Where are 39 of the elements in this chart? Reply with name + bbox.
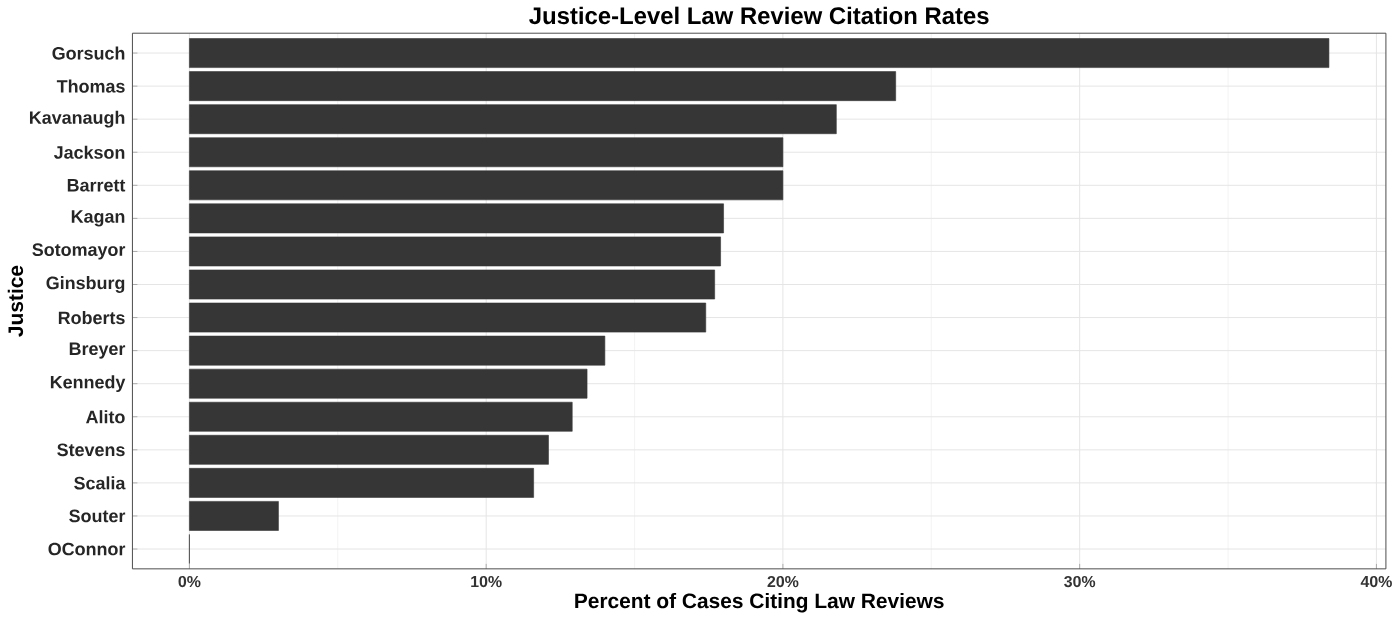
bar xyxy=(189,203,724,234)
y-tick-label: Scalia xyxy=(74,476,126,490)
y-tick-label: Kennedy xyxy=(50,375,126,392)
bar xyxy=(189,501,279,531)
y-tick-label: Breyer xyxy=(69,342,126,359)
y-tick-label: Gorsuch xyxy=(52,46,125,60)
y-tick-label: Ginsburg xyxy=(46,276,125,293)
bar xyxy=(189,368,588,399)
y-tick-label: Stevens xyxy=(57,443,125,457)
y-tick-label: Sotomayor xyxy=(32,243,126,260)
y-tick-label: Alito xyxy=(86,410,125,424)
y-axis-title: Justice xyxy=(7,265,24,337)
bar xyxy=(189,302,707,333)
x-tick-label: 30% xyxy=(1064,575,1096,588)
bar xyxy=(189,170,784,201)
y-tick-label: Barrett xyxy=(67,179,126,192)
chart-title: Justice-Level Law Review Citation Rates xyxy=(529,6,989,25)
y-tick-label: Kagan xyxy=(71,210,125,227)
y-tick-label: Jackson xyxy=(53,145,125,159)
bar xyxy=(189,38,1330,68)
bar xyxy=(189,104,837,134)
bar xyxy=(189,137,784,168)
x-tick-label: 0% xyxy=(178,575,201,588)
bar xyxy=(189,467,534,498)
bar xyxy=(189,71,896,101)
x-axis-title: Percent of Cases Citing Law Reviews xyxy=(575,592,944,613)
y-tick-label: Kavanaugh xyxy=(29,110,125,128)
y-tick-label: Thomas xyxy=(56,79,125,93)
x-tick-label: 20% xyxy=(767,575,799,588)
bar xyxy=(189,401,573,432)
bar xyxy=(189,236,721,267)
y-tick-label: Souter xyxy=(69,509,126,523)
bar xyxy=(189,269,715,300)
y-tick-label: OConnor xyxy=(48,542,126,556)
x-tick-label: 10% xyxy=(471,575,502,588)
bar xyxy=(189,434,549,465)
bar xyxy=(189,335,606,366)
y-tick-label: Roberts xyxy=(58,310,125,325)
x-tick-label: 40% xyxy=(1360,575,1392,588)
